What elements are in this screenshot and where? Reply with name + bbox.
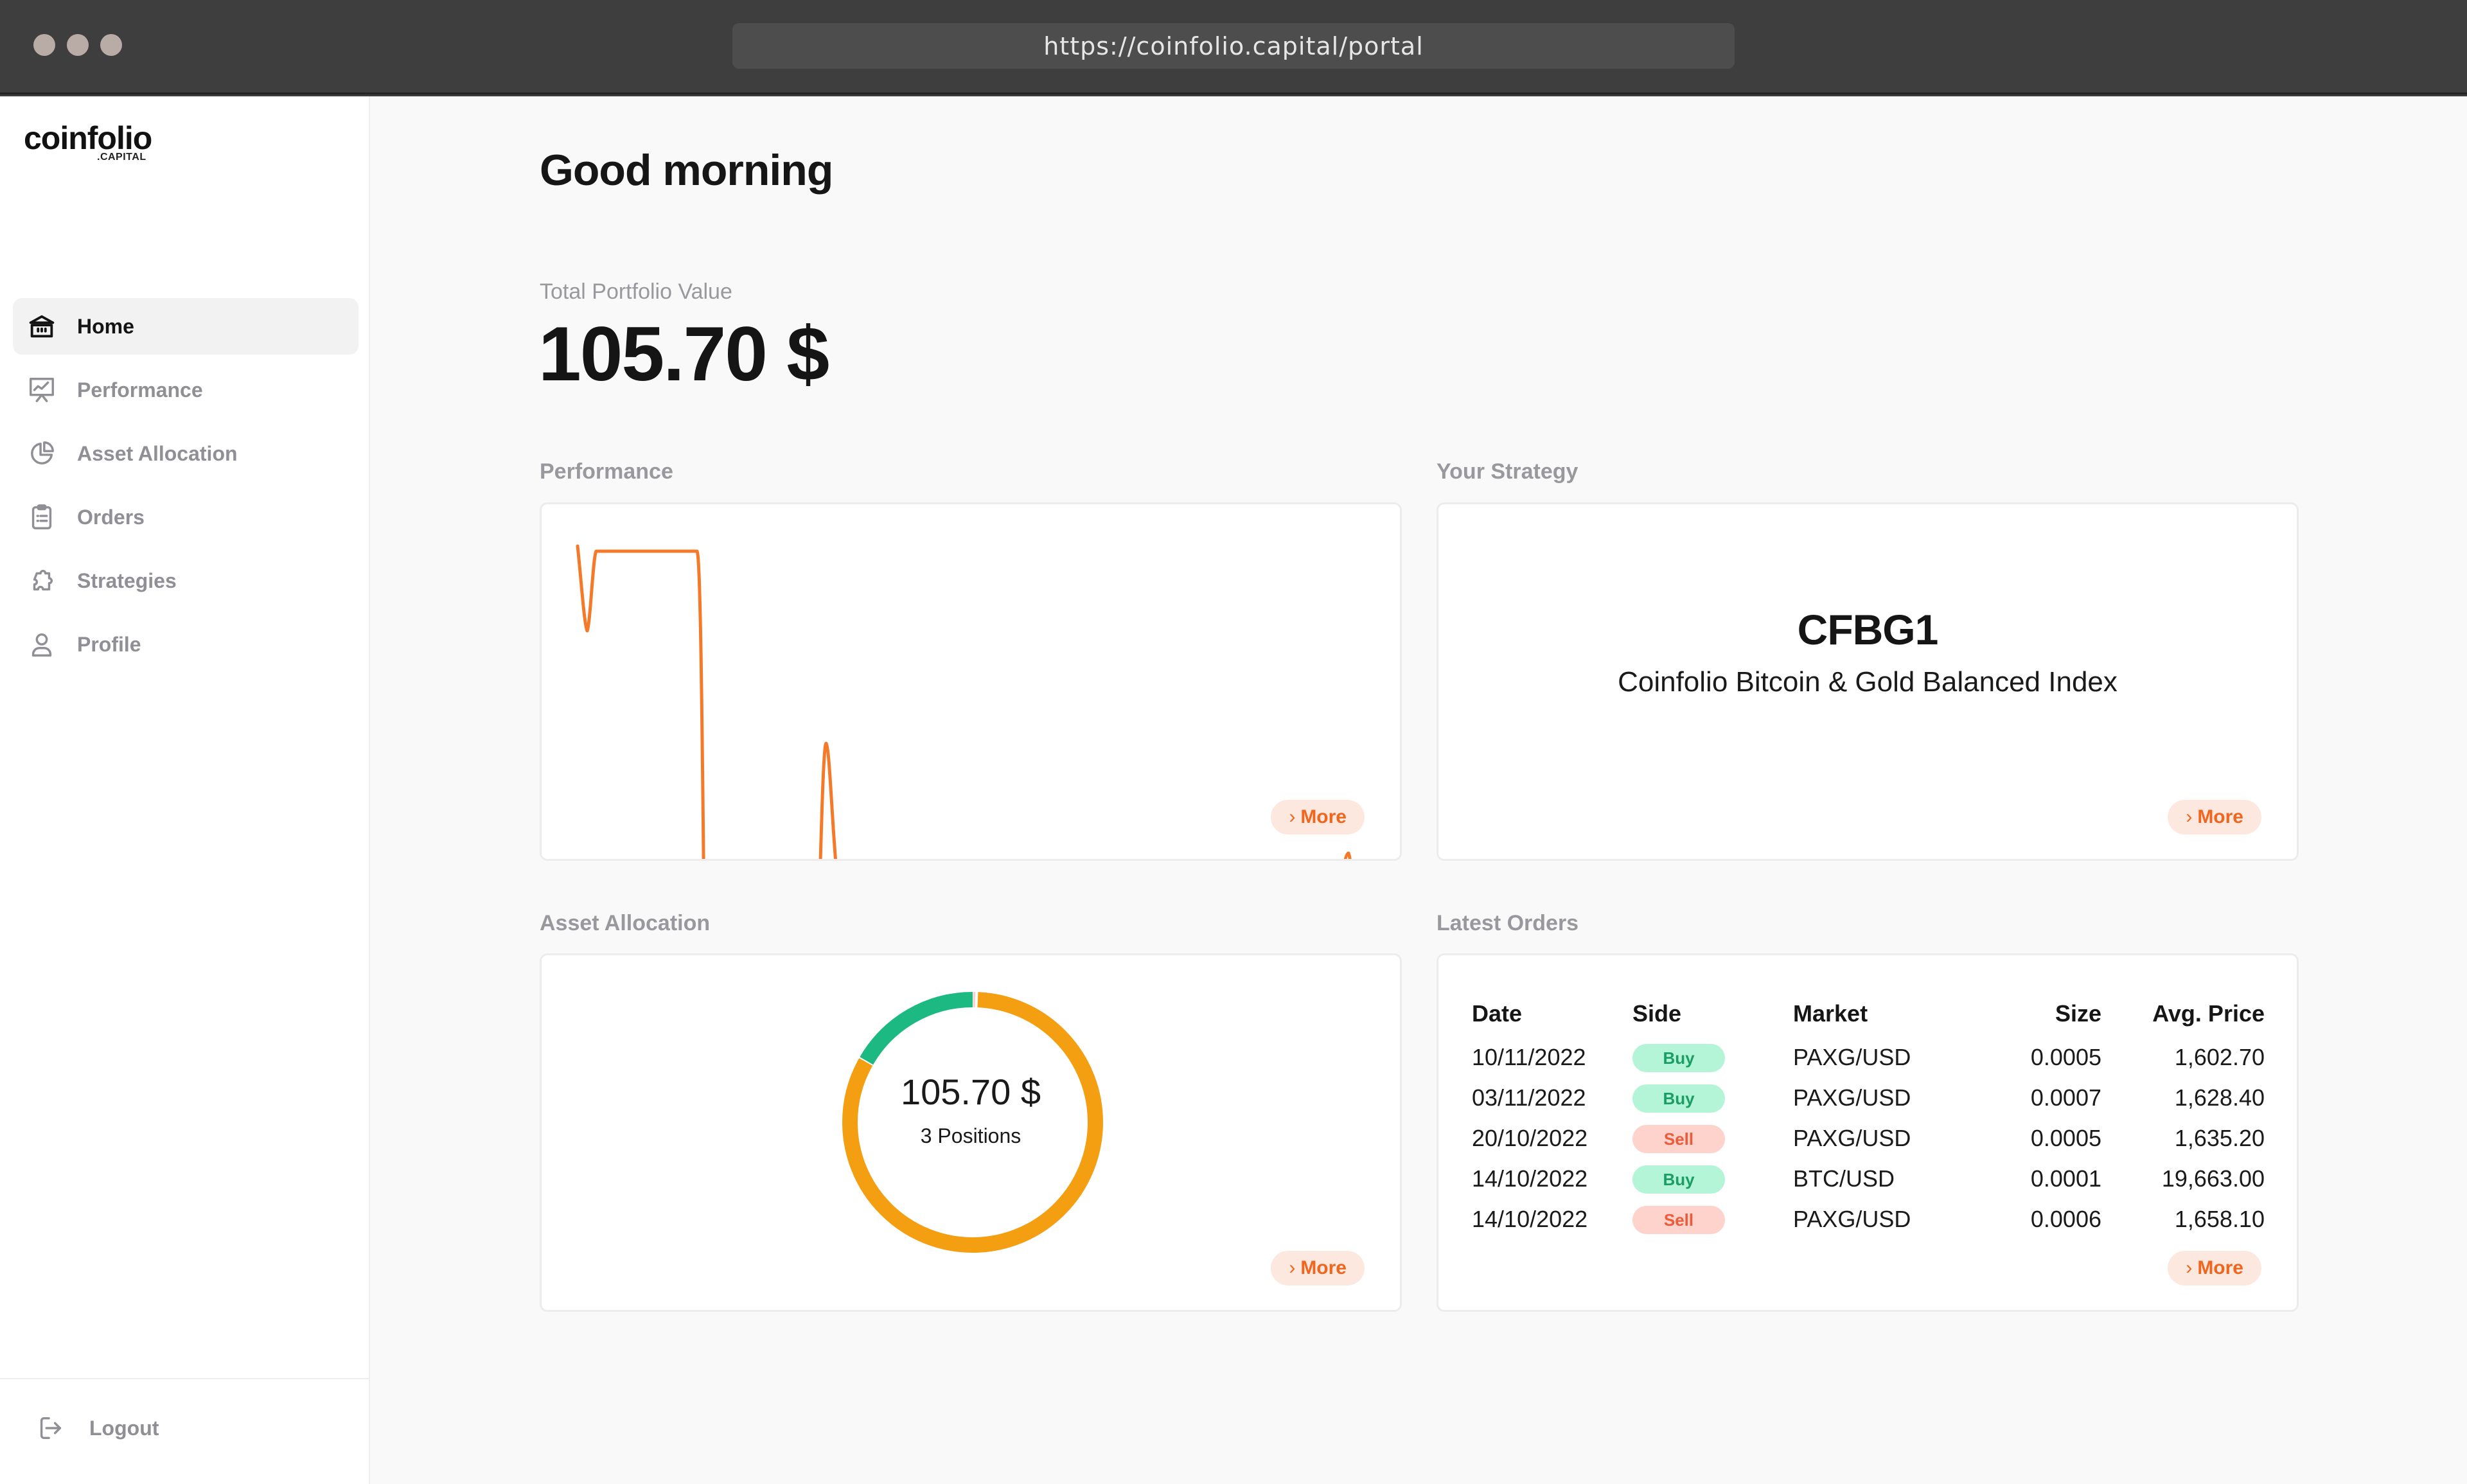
table-header-row: Date Side Market Size Avg. Price [1472, 991, 2265, 1037]
puzzle-icon [27, 566, 57, 596]
side-badge-sell: Sell [1632, 1124, 1725, 1153]
column-header-side: Side [1632, 1000, 1682, 1027]
total-portfolio-label: Total Portfolio Value [540, 279, 732, 304]
performance-line [576, 544, 1352, 859]
allocation-donut-chart[interactable] [542, 955, 1400, 1310]
window-close-button[interactable] [33, 34, 55, 56]
strategy-card[interactable]: CFBG1 Coinfolio Bitcoin & Gold Balanced … [1437, 502, 2299, 861]
performance-more-button[interactable]: › More [1271, 800, 1365, 835]
table-row[interactable]: 14/10/2022 Buy BTC/USD 0.0001 19,663.00 [1472, 1158, 2265, 1199]
address-bar[interactable]: https://coinfolio.capital/portal [732, 23, 1735, 69]
orders-section-label: Latest Orders [1437, 911, 1579, 935]
allocation-total-value: 105.70 $ [901, 1072, 1041, 1112]
sidebar-item-label: Strategies [77, 569, 177, 592]
performance-line-chart[interactable] [542, 504, 1400, 859]
order-market: PAXG/USD [1793, 1084, 1911, 1111]
logout-icon [40, 1417, 62, 1440]
column-header-avg-price: Avg. Price [2152, 1000, 2265, 1027]
clipboard-list-icon [27, 502, 57, 532]
sidebar-item-label: Performance [77, 378, 203, 402]
orders-more-button[interactable]: › More [2168, 1251, 2261, 1285]
chevron-right-icon: › [2186, 1257, 2193, 1278]
sidebar-item-label: Home [77, 314, 134, 338]
order-price: 1,602.70 [2174, 1043, 2265, 1070]
order-market: PAXG/USD [1793, 1124, 1911, 1151]
order-size: 0.0007 [2030, 1084, 2101, 1111]
allocation-more-button[interactable]: › More [1271, 1251, 1365, 1285]
sidebar-nav: Home Performance [13, 298, 358, 680]
order-price: 1,658.10 [2174, 1205, 2265, 1232]
bank-icon [27, 312, 57, 341]
order-price: 1,628.40 [2174, 1084, 2265, 1111]
logo-wordmark: coinfolio [24, 120, 152, 156]
allocation-slice-orange[interactable] [842, 992, 1103, 1253]
allocation-positions-count: 3 Positions [920, 1124, 1021, 1147]
performance-card[interactable]: › More [540, 502, 1402, 861]
table-row[interactable]: 20/10/2022 Sell PAXG/USD 0.0005 1,635.20 [1472, 1118, 2265, 1158]
sidebar-item-profile[interactable]: Profile [13, 616, 358, 673]
logo[interactable]: coinfolio .CAPITAL [24, 120, 152, 163]
sidebar-item-strategies[interactable]: Strategies [13, 552, 358, 609]
app: coinfolio .CAPITAL Home [0, 96, 2467, 1484]
window-zoom-button[interactable] [100, 34, 122, 56]
column-header-date: Date [1472, 1000, 1523, 1027]
side-badge-sell: Sell [1632, 1205, 1725, 1234]
url-text: https://coinfolio.capital/portal [1043, 31, 1424, 60]
order-size: 0.0006 [2030, 1205, 2101, 1232]
logout-button[interactable]: Logout [35, 1413, 159, 1443]
order-date: 20/10/2022 [1472, 1124, 1588, 1151]
allocation-card[interactable]: 105.70 $ 3 Positions › More [540, 953, 1402, 1312]
sidebar-item-performance[interactable]: Performance [13, 362, 358, 418]
sidebar-item-label: Profile [77, 632, 141, 656]
order-market: PAXG/USD [1793, 1205, 1911, 1232]
allocation-section-label: Asset Allocation [540, 911, 711, 935]
order-market: BTC/USD [1793, 1165, 1895, 1192]
table-row[interactable]: 10/11/2022 Buy PAXG/USD 0.0005 1,602.70 [1472, 1037, 2265, 1077]
browser-titlebar: https://coinfolio.capital/portal [0, 0, 2467, 94]
strategy-name: Coinfolio Bitcoin & Gold Balanced Index [1618, 666, 2118, 698]
sidebar-divider [0, 1378, 369, 1379]
order-price: 1,635.20 [2174, 1124, 2265, 1151]
order-size: 0.0001 [2030, 1165, 2101, 1192]
user-icon [27, 630, 57, 659]
presentation-chart-icon [27, 375, 57, 405]
sidebar: coinfolio .CAPITAL Home [0, 96, 370, 1484]
order-size: 0.0005 [2030, 1124, 2101, 1151]
column-header-size: Size [2055, 1000, 2101, 1027]
order-market: PAXG/USD [1793, 1043, 1911, 1070]
chevron-right-icon: › [1289, 806, 1296, 827]
order-size: 0.0005 [2030, 1043, 2101, 1070]
strategy-code: CFBG1 [1797, 606, 1939, 653]
order-date: 14/10/2022 [1472, 1205, 1588, 1232]
chevron-right-icon: › [1289, 1257, 1296, 1278]
logo-suffix: .CAPITAL [97, 152, 146, 163]
orders-card[interactable]: Date Side Market Size Avg. Price 10/11/2… [1437, 953, 2299, 1312]
order-date: 14/10/2022 [1472, 1165, 1588, 1192]
total-portfolio-value: 105.70 $ [538, 311, 829, 397]
allocation-slice-green[interactable] [842, 992, 1103, 1253]
order-price: 19,663.00 [2161, 1165, 2265, 1192]
table-row[interactable]: 14/10/2022 Sell PAXG/USD 0.0006 1,658.10 [1472, 1199, 2265, 1239]
orders-table: Date Side Market Size Avg. Price 10/11/2… [1472, 991, 2265, 1239]
chevron-right-icon: › [2186, 806, 2193, 827]
window-minimize-button[interactable] [67, 34, 89, 56]
sidebar-item-label: Asset Allocation [77, 441, 238, 465]
sidebar-item-asset-allocation[interactable]: Asset Allocation [13, 425, 358, 482]
sidebar-item-label: Orders [77, 505, 145, 529]
order-date: 03/11/2022 [1472, 1084, 1586, 1111]
logout-label: Logout [89, 1416, 159, 1440]
sidebar-item-orders[interactable]: Orders [13, 489, 358, 545]
column-header-market: Market [1793, 1000, 1868, 1027]
strategy-more-button[interactable]: › More [2168, 800, 2261, 835]
pie-chart-icon [27, 439, 57, 468]
side-badge-buy: Buy [1632, 1084, 1725, 1113]
sidebar-item-home[interactable]: Home [13, 298, 358, 355]
order-date: 10/11/2022 [1472, 1043, 1586, 1070]
strategy-section-label: Your Strategy [1437, 459, 1578, 484]
performance-section-label: Performance [540, 459, 673, 484]
side-badge-buy: Buy [1632, 1043, 1725, 1072]
page-title: Good morning [540, 146, 833, 195]
table-row[interactable]: 03/11/2022 Buy PAXG/USD 0.0007 1,628.40 [1472, 1077, 2265, 1118]
side-badge-buy: Buy [1632, 1165, 1725, 1194]
